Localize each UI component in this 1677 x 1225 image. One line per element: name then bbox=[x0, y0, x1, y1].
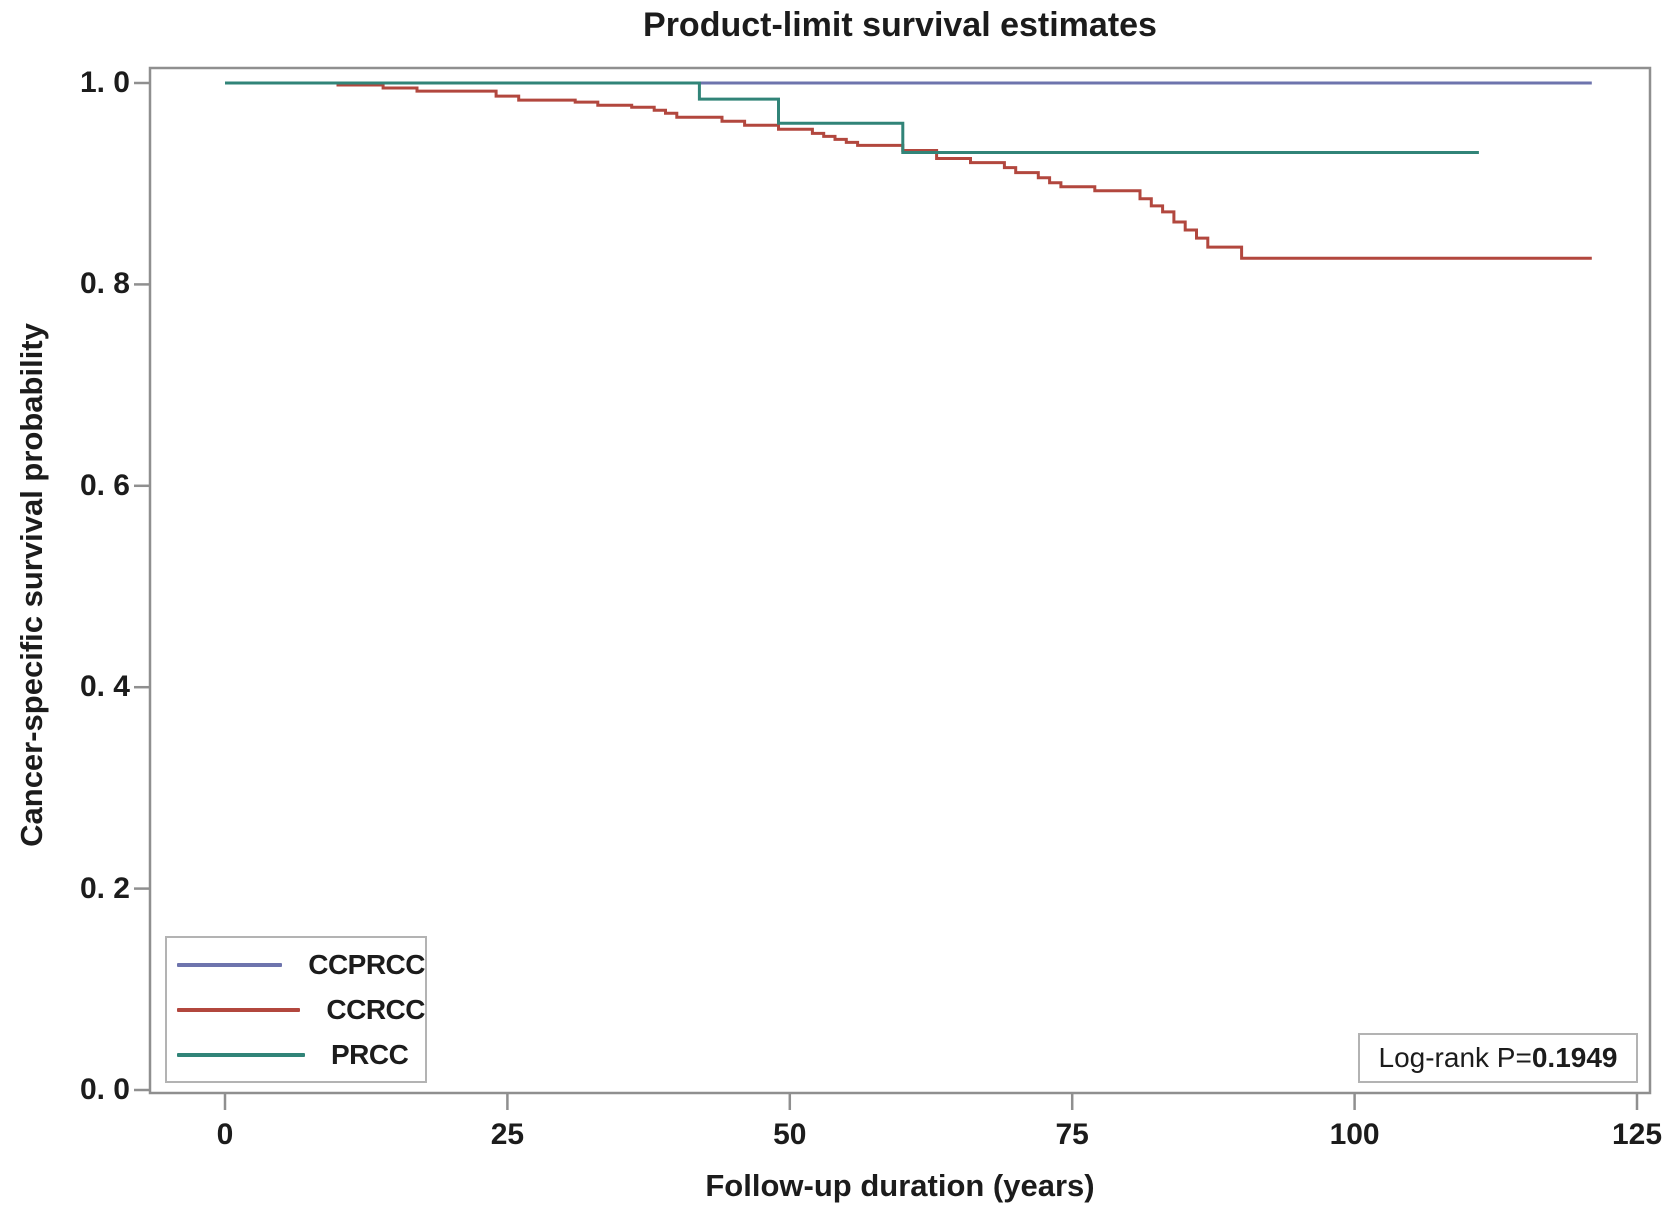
legend-label: CCPRCC bbox=[308, 948, 425, 980]
y-tick-label: 0. 0 bbox=[79, 1073, 130, 1106]
legend-label: PRCC bbox=[331, 1038, 409, 1070]
series-prcc-curve bbox=[225, 81, 1479, 154]
x-tick-label: 100 bbox=[1329, 1118, 1380, 1151]
legend-item-ccprcc: CCPRCC bbox=[167, 949, 425, 981]
legend: CCPRCC CCRCC PRCC bbox=[165, 936, 427, 1083]
legend-item-prcc: PRCC bbox=[167, 1039, 425, 1071]
plot-frame bbox=[148, 66, 1652, 1095]
log-rank-label: Log-rank P= bbox=[1378, 1042, 1532, 1073]
x-tick-label: 75 bbox=[1055, 1118, 1089, 1151]
x-tick-label: 25 bbox=[490, 1118, 525, 1151]
chart-title: Product-limit survival estimates bbox=[643, 6, 1157, 44]
legend-line-swatch bbox=[177, 1052, 305, 1057]
x-axis-label: Follow-up duration (years) bbox=[705, 1168, 1095, 1203]
x-tick-label: 125 bbox=[1611, 1118, 1663, 1151]
y-tick-label: 0. 6 bbox=[79, 468, 130, 502]
legend-label: CCRCC bbox=[326, 993, 425, 1025]
y-tick-label: 0. 8 bbox=[79, 267, 130, 301]
legend-item-ccrcc: CCRCC bbox=[167, 994, 425, 1026]
legend-line-swatch bbox=[177, 1007, 301, 1012]
x-tick-label: 50 bbox=[773, 1118, 807, 1151]
y-tick-label: 0. 2 bbox=[79, 871, 130, 905]
y-tick-label: 1. 0 bbox=[79, 66, 130, 99]
log-rank-p-value: 0.1949 bbox=[1531, 1042, 1618, 1073]
series-ccrcc-curve bbox=[225, 81, 1592, 260]
x-tick-label: 0 bbox=[216, 1118, 234, 1151]
legend-line-swatch bbox=[177, 962, 283, 967]
log-rank-annotation: Log-rank P= 0.1949 bbox=[1358, 1033, 1638, 1083]
y-tick-label: 0. 4 bbox=[79, 670, 130, 704]
